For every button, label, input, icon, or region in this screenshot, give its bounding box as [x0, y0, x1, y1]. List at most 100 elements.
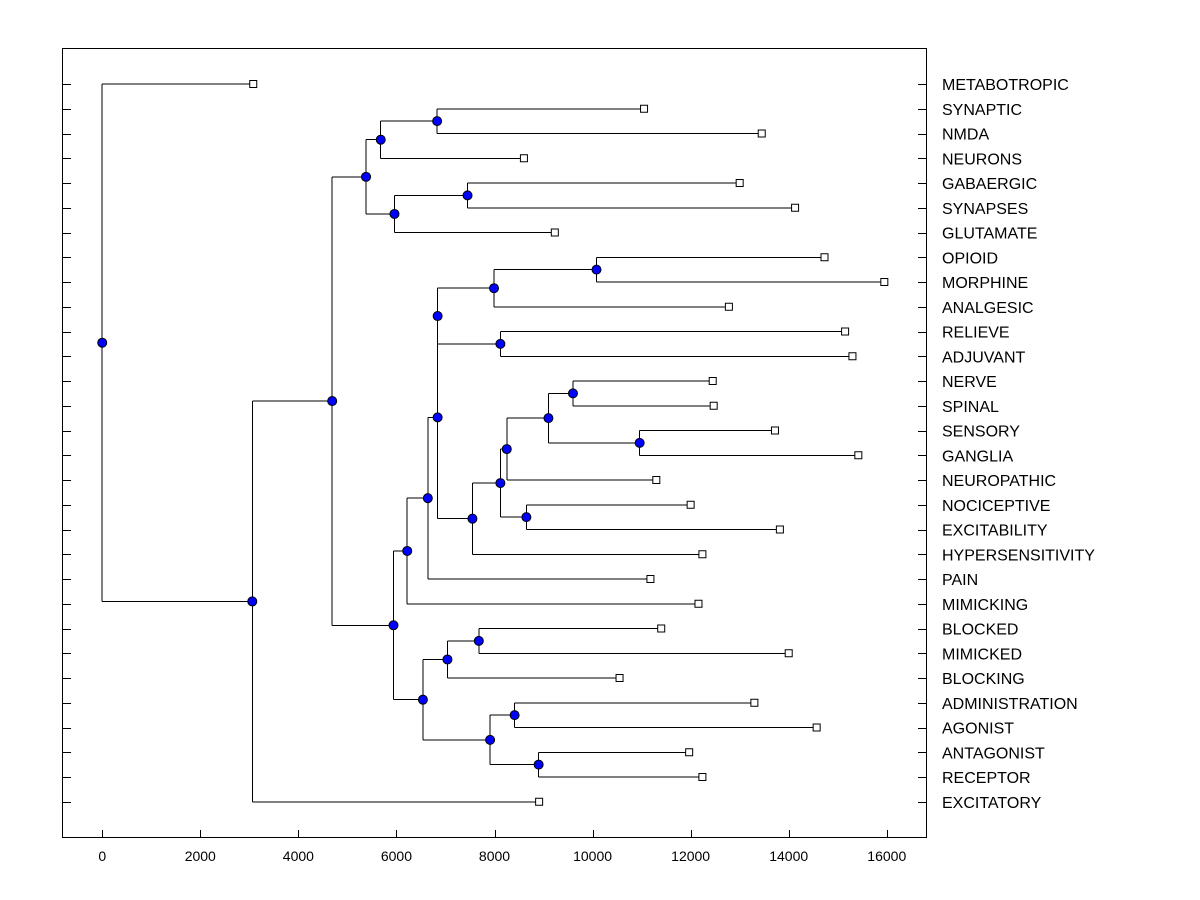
leaf-label-sensory: SENSORY — [942, 424, 1020, 441]
leaf-marker-glutamate — [550, 228, 559, 237]
merge-node-n5 — [361, 171, 372, 182]
merge-node-n12 — [543, 413, 554, 424]
leaf-label-blocked: BLOCKED — [942, 622, 1018, 639]
leaf-label-administration: ADMINISTRATION — [942, 696, 1078, 713]
leaf-label-mimicking: MIMICKING — [942, 597, 1028, 614]
leaf-label-synapses: SYNAPSES — [942, 201, 1028, 218]
merge-node-n25 — [417, 694, 428, 705]
leaf-label-adjuvant: ADJUVANT — [942, 349, 1025, 366]
merge-node-n10 — [567, 388, 578, 399]
leaf-label-opioid: OPIOID — [942, 250, 998, 267]
leaf-marker-relieve — [841, 327, 850, 336]
leaf-label-ganglia: GANGLIA — [942, 448, 1013, 465]
leaf-label-blocking: BLOCKING — [942, 671, 1025, 688]
leaf-label-neuropathic: NEUROPATHIC — [942, 473, 1056, 490]
x-tick-label: 16000 — [867, 848, 906, 864]
merge-node-n21 — [442, 654, 453, 665]
leaf-label-morphine: MORPHINE — [942, 275, 1028, 292]
leaf-marker-synapses — [791, 203, 800, 212]
x-tick-label: 2000 — [185, 848, 216, 864]
leaf-label-mimicked: MIMICKED — [942, 646, 1022, 663]
merge-nodes — [97, 116, 645, 770]
leaf-marker-blocking — [615, 674, 624, 682]
leaf-label-agonist: AGONIST — [942, 721, 1014, 738]
merge-node-n11 — [634, 437, 645, 448]
merge-node-n3 — [462, 190, 473, 201]
merge-node-n27 — [327, 396, 338, 407]
leaf-marker-pain — [646, 575, 655, 583]
x-tick-label: 0 — [98, 848, 106, 864]
leaf-marker-morphine — [880, 278, 889, 286]
leaf-label-nmda: NMDA — [942, 127, 989, 144]
leaf-marker-analgesic — [724, 302, 733, 311]
merge-node-n1 — [432, 116, 443, 127]
leaf-marker-opioid — [820, 253, 829, 262]
leaf-marker-synaptic — [640, 104, 649, 113]
leaf-label-glutamate: GLUTAMATE — [942, 226, 1037, 243]
leaf-label-metabotropic: METABOTROPIC — [942, 77, 1069, 94]
leaf-marker-nmda — [757, 129, 766, 138]
merge-node-n16 — [467, 513, 478, 524]
y-ticks — [63, 84, 926, 803]
leaf-label-hypersensitivity: HYPERSENSITIVITY — [942, 547, 1095, 564]
merge-node-n13 — [501, 444, 512, 455]
leaf-marker-ganglia — [854, 451, 863, 460]
merge-node-n20 — [473, 635, 484, 646]
merge-node-n6 — [591, 264, 602, 275]
leaf-marker-adjuvant — [848, 352, 857, 361]
leaf-marker-nociceptive — [686, 500, 695, 509]
leaf-marker-administration — [750, 698, 759, 707]
leaf-marker-antagonist — [685, 748, 694, 757]
merge-node-n9 — [432, 311, 443, 322]
x-tick-label: 6000 — [381, 848, 412, 864]
leaf-marker-agonist — [812, 723, 821, 732]
dendrogram-links — [101, 83, 885, 803]
x-tick-label: 10000 — [573, 848, 612, 864]
x-tick-label: 8000 — [479, 848, 510, 864]
leaf-marker-neuropathic — [652, 476, 661, 484]
leaf-marker-excitability — [775, 525, 784, 534]
leaf-label-gabaergic: GABAERGIC — [942, 176, 1037, 193]
leaf-label-analgesic: ANALGESIC — [942, 300, 1034, 317]
merge-node-n26 — [388, 620, 399, 631]
leaf-label-nerve: NERVE — [942, 374, 997, 391]
merge-node-n28 — [247, 596, 258, 607]
leaf-marker-mimicking — [694, 599, 703, 608]
merge-node-n15 — [495, 478, 506, 489]
leaf-marker-neurons — [519, 154, 528, 163]
leaf-markers — [249, 80, 889, 806]
leaf-labels: METABOTROPIC SYNAPTIC NMDA NEURONS GABAERGIC… — [942, 77, 1095, 812]
merge-node-n7 — [489, 283, 500, 294]
leaf-label-spinal: SPINAL — [942, 399, 999, 416]
leaf-label-receptor: RECEPTOR — [942, 770, 1031, 787]
leaf-label-neurons: NEURONS — [942, 151, 1022, 168]
merge-node-n19 — [402, 545, 413, 556]
leaf-marker-sensory — [770, 426, 779, 435]
x-tick-label: 4000 — [283, 848, 314, 864]
merge-node-n23 — [533, 759, 544, 770]
x-tick-label: 12000 — [671, 848, 710, 864]
merge-node-n14 — [521, 512, 532, 523]
leaf-marker-nerve — [708, 377, 717, 385]
merge-node-n18 — [422, 493, 433, 504]
leaf-marker-gabaergic — [735, 179, 744, 187]
x-axis: 0 2000 4000 6000 8000 10000 12000 14000 16000 — [98, 830, 906, 864]
plot-frame — [62, 48, 927, 838]
merge-node-n2 — [375, 134, 386, 145]
leaf-marker-blocked — [657, 624, 666, 633]
merge-node-n4 — [389, 208, 400, 219]
merge-node-n29 — [97, 337, 108, 348]
merge-node-n8 — [495, 338, 506, 349]
leaf-marker-spinal — [709, 401, 718, 410]
leaf-label-pain: PAIN — [942, 572, 978, 589]
leaf-marker-mimicked — [784, 649, 793, 658]
leaf-label-relieve: RELIEVE — [942, 325, 1010, 342]
x-tick-label: 14000 — [769, 848, 808, 864]
leaf-label-antagonist: ANTAGONIST — [942, 745, 1045, 762]
leaf-label-synaptic: SYNAPTIC — [942, 102, 1022, 119]
leaf-label-excitability: EXCITABILITY — [942, 523, 1048, 540]
leaf-marker-receptor — [698, 773, 707, 781]
leaf-marker-hypersensitivity — [698, 550, 707, 559]
merge-node-n24 — [485, 734, 496, 745]
